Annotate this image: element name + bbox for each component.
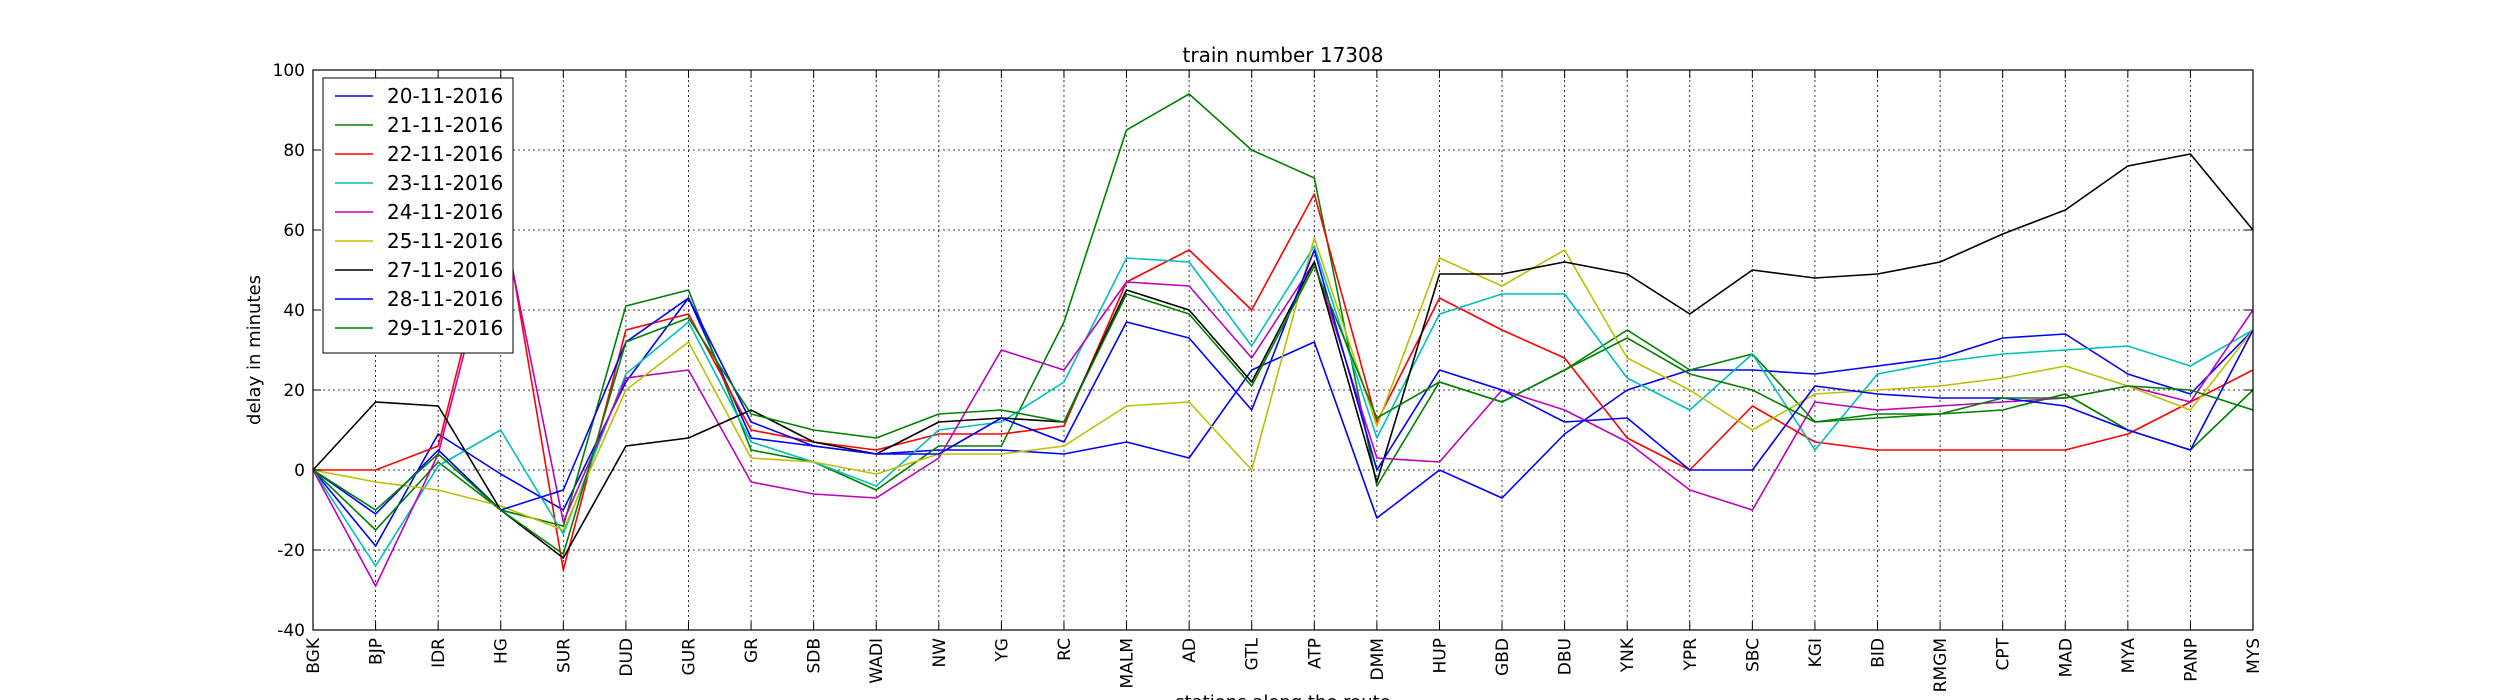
x-tick-label-dmm: DMM [1368,638,1388,680]
x-tick-label-idr: IDR [429,638,449,668]
legend-label: 20-11-2016 [387,84,503,108]
x-tick-label-sdb: SDB [805,638,825,674]
axis-ticks: -40 -20 0 20 40 60 80 100 BGK BJP IDR HG SUR DUD GUR GR… [273,61,2264,692]
legend-label: 27-11-2016 [387,258,503,282]
chart-title: train number 17308 [1183,43,1384,67]
x-axis-label: stations along the route [1175,692,1390,700]
x-tick-label-dud: DUD [617,638,637,677]
x-tick-label-gur: GUR [679,638,699,676]
x-tick-label-panp: PANP [2181,638,2201,682]
legend-label: 24-11-2016 [387,200,503,224]
series-line-23-11-2016 [313,245,2253,567]
x-tick-label-gbd: GBD [1493,638,1513,676]
x-tick-label-malm: MALM [1118,638,1138,688]
plot-frame [312,69,2254,631]
x-tick-label-yg: YG [992,638,1012,663]
x-tick-label-sbc: SBC [1743,638,1763,672]
y-tick-label: -20 [277,541,305,561]
x-tick-label-gr: GR [742,638,762,663]
legend-label: 29-11-2016 [387,316,503,340]
x-tick-label-ynk: YNK [1618,637,1638,673]
x-tick-label-atp: ATP [1305,638,1325,669]
y-tick-label: 20 [283,381,305,401]
x-tick-label-nw: NW [930,638,950,668]
x-tick-label-bgk: BGK [304,637,324,674]
x-tick-label-bid: BID [1869,638,1889,668]
y-tick-label: 100 [273,61,305,81]
x-tick-label-hup: HUP [1430,638,1450,673]
x-tick-label-hg: HG [492,638,512,664]
y-tick-label: 0 [294,461,305,481]
y-tick-label: 80 [283,141,305,161]
legend-box [322,77,514,354]
y-tick-label: 40 [283,301,305,321]
legend-label: 21-11-2016 [387,113,503,137]
legend-label: 22-11-2016 [387,142,503,166]
y-tick-label: 60 [283,221,305,241]
series-line-20-11-2016 [313,297,2253,547]
x-tick-label-gtl: GTL [1243,637,1263,670]
legend-label: 28-11-2016 [387,287,503,311]
x-tick-label-mya: MYA [2119,638,2139,674]
x-tick-label-sur: SUR [554,638,574,673]
y-tick-label: -40 [277,621,305,641]
legend: 20-11-2016 21-11-2016 22-11-2016 23-11-2016… [322,77,514,354]
x-tick-label-cpt: CPT [1994,637,2014,670]
series-line-28-11-2016 [313,249,2253,515]
x-tick-label-kgi: KGI [1806,638,1826,667]
series-line-22-11-2016 [313,193,2253,571]
x-tick-label-ad: AD [1180,638,1200,663]
x-tick-label-mys: MYS [2244,638,2264,674]
series-line-27-11-2016 [313,153,2253,559]
series-lines [313,93,2253,587]
x-tick-label-mad: MAD [2056,638,2076,677]
x-tick-label-rc: RC [1055,638,1075,661]
x-tick-label-dbu: DBU [1556,638,1576,675]
series-line-25-11-2016 [313,237,2253,531]
x-tick-label-bjp: BJP [367,638,387,665]
x-tick-label-rmgm: RMGM [1931,638,1951,692]
series-line-29-11-2016 [313,265,2253,555]
x-tick-label-wadi: WADI [867,638,887,684]
grid [313,70,2253,630]
series-line-24-11-2016 [313,209,2253,587]
legend-label: 25-11-2016 [387,229,503,253]
series-line-21-11-2016 [313,93,2253,531]
x-tick-label-ypr: YPR [1681,638,1701,672]
y-axis-label: delay in minutes [244,275,265,425]
legend-label: 23-11-2016 [387,171,503,195]
